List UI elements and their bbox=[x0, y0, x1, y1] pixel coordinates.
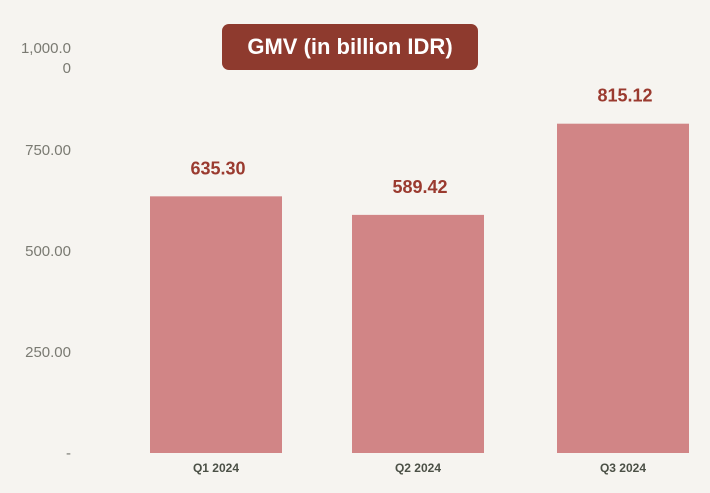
y-tick-label: 1,000.0 0 bbox=[21, 40, 71, 77]
bar-q1-2024 bbox=[150, 196, 282, 453]
value-label: 635.30 bbox=[190, 158, 245, 178]
chart-title: GMV (in billion IDR) bbox=[222, 24, 478, 70]
x-tick-label: Q3 2024 bbox=[600, 461, 646, 475]
x-tick-label: Q2 2024 bbox=[395, 461, 441, 475]
x-tick-label: Q1 2024 bbox=[193, 461, 239, 475]
bar-q2-2024 bbox=[352, 214, 484, 453]
value-label: 589.42 bbox=[392, 177, 447, 197]
value-label: 815.12 bbox=[597, 86, 652, 106]
y-tick-label: - bbox=[66, 445, 71, 462]
y-tick-label: 500.00 bbox=[25, 243, 71, 260]
y-tick-label: 750.00 bbox=[25, 142, 71, 159]
bar-q3-2024 bbox=[557, 123, 689, 453]
y-tick-label: 250.00 bbox=[25, 344, 71, 361]
